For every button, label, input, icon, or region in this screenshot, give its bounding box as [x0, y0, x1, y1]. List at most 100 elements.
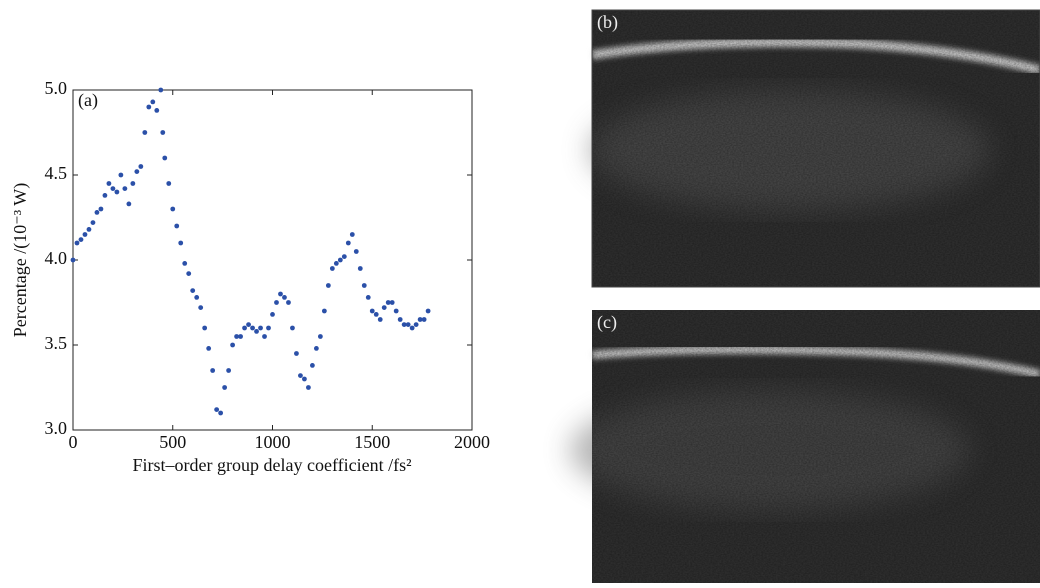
y-tick-label: 3.0: [45, 418, 68, 438]
data-point: [214, 407, 220, 412]
data-point: [70, 257, 76, 263]
data-point: [154, 108, 160, 113]
data-point: [270, 312, 275, 317]
data-point: [106, 181, 112, 186]
data-point: [401, 322, 407, 327]
data-point: [266, 325, 271, 331]
x-tick-label: 500: [159, 432, 186, 452]
data-point: [397, 317, 403, 322]
data-point: [246, 322, 251, 327]
x-tick-label: 1500: [354, 432, 390, 452]
panel-label: (a): [78, 90, 98, 111]
data-point: [158, 87, 164, 93]
data-point: [321, 308, 327, 314]
data-point: [202, 325, 208, 331]
x-axis-label: First–order group delay coefficient /fs²: [133, 455, 412, 475]
data-point: [178, 240, 184, 246]
data-point: [78, 237, 84, 243]
data-point: [90, 220, 96, 226]
data-point: [230, 342, 236, 348]
data-point: [393, 308, 399, 314]
data-point: [282, 295, 287, 300]
x-tick-label: 0: [69, 432, 78, 452]
data-point: [146, 104, 152, 110]
data-point: [417, 317, 423, 322]
data-point: [190, 288, 196, 293]
data-point: [114, 189, 120, 195]
data-point: [385, 300, 391, 305]
data-point: [333, 261, 339, 266]
data-point: [162, 155, 168, 161]
data-point: [286, 300, 291, 305]
data-point: [102, 193, 108, 198]
data-point: [238, 334, 243, 339]
data-point: [218, 410, 224, 416]
data-point: [345, 240, 351, 246]
data-point: [274, 300, 279, 305]
data-point: [198, 305, 204, 310]
data-point: [413, 322, 419, 327]
data-point: [98, 206, 104, 212]
data-point: [389, 300, 395, 305]
plot-frame: [72, 89, 473, 431]
data-point: [234, 334, 239, 339]
data-point: [409, 325, 415, 331]
data-point: [337, 257, 343, 263]
data-point: [94, 210, 100, 215]
data-point: [325, 283, 331, 288]
data-point: [278, 291, 283, 297]
data-point: [353, 249, 359, 254]
oct-image: [590, 9, 1040, 288]
data-point: [160, 130, 166, 135]
data-point: [126, 201, 132, 207]
data-point: [186, 271, 192, 276]
data-point: [317, 334, 323, 339]
data-point: [290, 325, 295, 331]
data-point: [194, 295, 200, 300]
data-point: [405, 322, 411, 327]
data-point: [110, 186, 116, 192]
data-point: [298, 373, 303, 378]
data-point: [258, 325, 263, 331]
data-point: [170, 206, 176, 212]
x-tick-label: 1000: [255, 432, 291, 452]
data-point: [369, 308, 375, 314]
data-point: [142, 130, 148, 135]
data-point: [373, 312, 379, 317]
data-point: [421, 317, 427, 322]
data-point: [365, 295, 371, 300]
data-point: [425, 308, 431, 314]
data-point: [357, 266, 363, 271]
data-point: [122, 186, 128, 192]
data-point: [82, 232, 88, 237]
y-tick-label: 4.0: [45, 248, 68, 268]
data-point: [306, 385, 311, 390]
data-point: [222, 385, 228, 390]
x-tick-label: 2000: [454, 432, 490, 452]
data-point: [166, 181, 172, 186]
data-point: [130, 181, 136, 186]
data-point: [118, 172, 124, 178]
data-point: [381, 305, 387, 310]
y-tick-label: 4.5: [45, 163, 68, 183]
data-point: [361, 283, 367, 288]
data-point: [226, 368, 232, 373]
y-tick-label: 3.5: [45, 333, 68, 353]
data-point: [174, 223, 180, 229]
panel-label: (c): [597, 312, 617, 333]
data-point: [377, 317, 383, 322]
data-point: [206, 346, 212, 351]
data-point: [182, 261, 188, 266]
data-point: [138, 164, 144, 169]
y-tick-label: 5.0: [45, 78, 68, 98]
data-point: [313, 346, 319, 351]
data-point: [341, 254, 347, 259]
data-point: [74, 240, 80, 246]
data-point: [310, 363, 315, 368]
data-point: [242, 325, 247, 331]
data-point: [349, 232, 355, 237]
data-point: [150, 99, 156, 105]
data-point: [210, 368, 216, 373]
panel-label: (b): [597, 12, 618, 33]
data-point: [134, 169, 140, 175]
